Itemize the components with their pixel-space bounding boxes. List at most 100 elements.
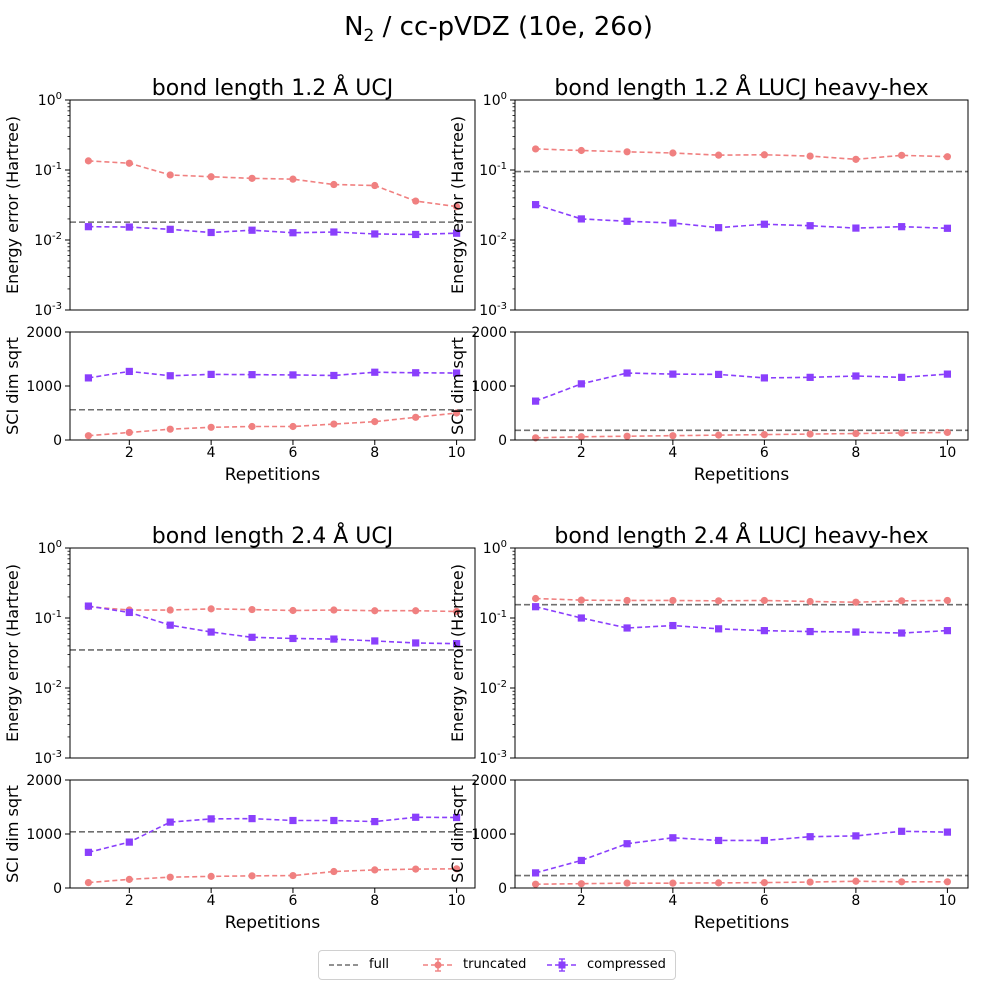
sci-truncated-point <box>125 875 133 883</box>
x-tick-label: 4 <box>207 893 216 909</box>
energy-compressed-point <box>84 223 93 231</box>
energy-truncated-point <box>452 203 461 211</box>
sci-compressed-point <box>898 827 906 835</box>
sci-truncated-point <box>715 431 723 439</box>
energy-tick-label: 10-3 <box>479 749 507 767</box>
sci-compressed-point <box>248 371 256 379</box>
energy-tick-label: 100 <box>38 91 62 109</box>
energy-compressed-point <box>715 224 723 232</box>
sci-truncated-line <box>88 868 457 884</box>
energy-compressed-point <box>898 629 906 637</box>
sci-compressed-point <box>166 372 174 380</box>
sci-truncated-point <box>166 425 174 433</box>
sci-compressed-line <box>535 830 948 874</box>
sci-compressed-point <box>760 374 768 382</box>
sci-truncated-point <box>623 432 631 440</box>
energy-ylabel: Energy error (Hartree) <box>448 116 467 294</box>
sci-compressed-point <box>289 371 297 379</box>
sci-truncated-point <box>289 422 297 431</box>
sci-compressed-point <box>125 367 133 376</box>
sci-truncated-point <box>330 867 338 876</box>
energy-compressed-point <box>412 230 420 239</box>
energy-tick-label: 10-2 <box>479 231 507 249</box>
sci-ylabel: SCI dim sqrt <box>448 785 467 883</box>
sci-truncated-point <box>898 878 906 886</box>
subplot-title: bond length 1.2 Å UCJ <box>152 74 393 101</box>
chart-legend: full truncated compressed <box>318 950 676 980</box>
energy-compressed-point <box>207 228 215 237</box>
sci-truncated-point <box>623 879 631 887</box>
sci-compressed-point <box>207 815 215 823</box>
sci-tick-label: 2000 <box>471 325 507 341</box>
sci-compressed-point <box>760 836 768 845</box>
x-tick-label: 8 <box>370 445 379 461</box>
sci-compressed-point <box>669 834 677 842</box>
energy-tick-label: 10-1 <box>34 609 62 627</box>
sci-truncated-point <box>760 431 768 439</box>
x-tick-label: 4 <box>207 445 216 461</box>
energy-truncated-point <box>898 151 906 159</box>
energy-compressed-point <box>852 628 860 636</box>
sci-tick-label: 0 <box>498 881 507 897</box>
sci-compressed-point <box>852 372 860 380</box>
sci-tick-label: 1000 <box>26 827 62 843</box>
energy-truncated-point <box>577 146 585 155</box>
energy-truncated-point <box>207 605 215 613</box>
energy-truncated-point <box>166 171 174 179</box>
energy-compressed-point <box>371 637 379 645</box>
sci-truncated-point <box>577 880 585 888</box>
sci-truncated-point <box>531 880 540 888</box>
sci-truncated-line <box>535 880 948 886</box>
energy-truncated-point <box>852 155 860 163</box>
sci-truncated-point <box>84 879 93 887</box>
sci-axes-frame <box>69 331 476 441</box>
x-tick-label: 2 <box>577 445 586 461</box>
sci-truncated-point <box>371 418 379 426</box>
energy-tick-label: 100 <box>483 539 507 557</box>
energy-truncated-line <box>88 605 457 613</box>
energy-compressed-point <box>452 229 461 237</box>
energy-compressed-point <box>760 627 768 635</box>
sci-compressed-point <box>852 832 860 840</box>
x-tick-label: 10 <box>448 445 466 461</box>
energy-truncated-point <box>166 606 174 614</box>
sci-compressed-point <box>371 817 379 826</box>
x-tick-label: 6 <box>760 445 769 461</box>
sci-compressed-point <box>577 380 585 388</box>
sci-compressed-point <box>715 836 723 845</box>
energy-compressed-point <box>531 201 540 209</box>
energy-truncated-line <box>535 597 948 604</box>
energy-axes-frame <box>514 99 969 311</box>
x-tick-label: 6 <box>760 893 769 909</box>
energy-truncated-point <box>531 594 540 603</box>
sci-truncated-line <box>535 431 948 439</box>
energy-truncated-point <box>715 151 723 159</box>
x-tick-label: 4 <box>668 445 677 461</box>
energy-truncated-point <box>125 159 133 167</box>
sci-truncated-point <box>166 873 174 881</box>
x-tick-label: 10 <box>938 445 956 461</box>
sci-compressed-point <box>412 813 420 821</box>
energy-truncated-point <box>760 596 768 605</box>
energy-compressed-line <box>88 225 457 236</box>
subplot-title: bond length 2.4 Å LUCJ heavy-hex <box>554 522 928 549</box>
energy-compressed-line <box>535 605 948 634</box>
energy-truncated-point <box>623 596 631 605</box>
x-tick-label: 8 <box>370 893 379 909</box>
sci-truncated-point <box>806 430 814 438</box>
sci-compressed-point <box>531 397 540 405</box>
x-tick-label: 6 <box>288 893 297 909</box>
sci-truncated-point <box>371 866 379 874</box>
sci-truncated-point <box>248 872 256 880</box>
sci-tick-label: 0 <box>53 433 62 449</box>
energy-ylabel: Energy error (Hartree) <box>448 564 467 742</box>
energy-compressed-point <box>289 634 297 643</box>
energy-truncated-point <box>452 607 461 616</box>
sci-compressed-point <box>371 368 379 376</box>
energy-truncated-point <box>289 175 297 183</box>
x-tick-label: 6 <box>288 445 297 461</box>
energy-truncated-point <box>669 149 677 157</box>
energy-compressed-point <box>852 224 860 232</box>
sci-compressed-point <box>289 816 297 825</box>
sci-compressed-line <box>88 370 457 379</box>
